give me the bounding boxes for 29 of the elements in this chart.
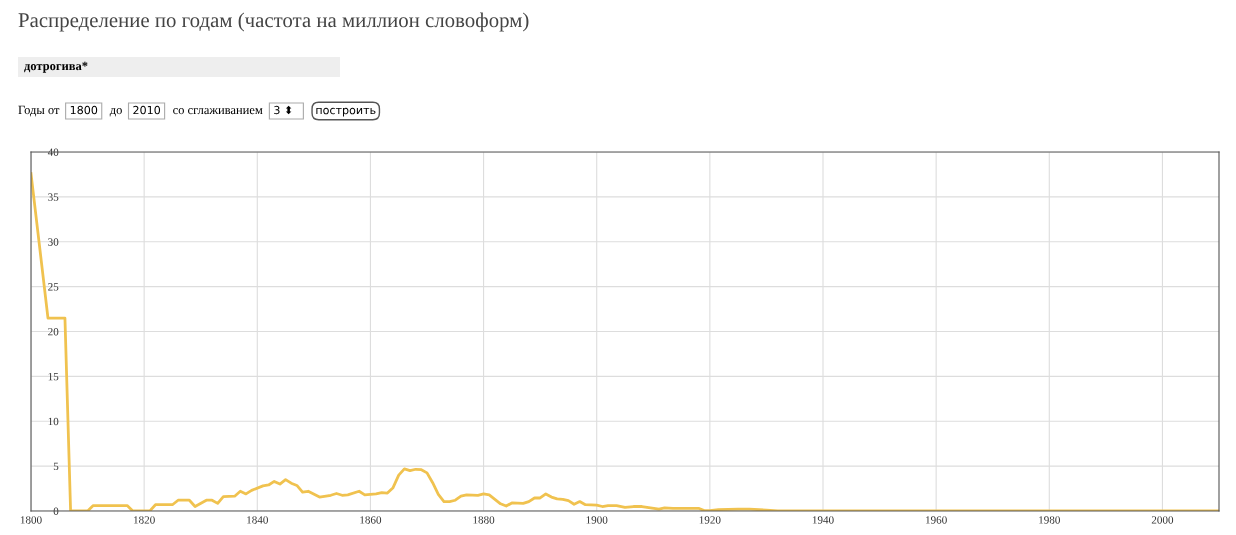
- x-tick-label: 1900: [586, 516, 608, 524]
- x-tick-label: 1980: [1039, 516, 1060, 524]
- y-tick-label: 30: [48, 238, 59, 246]
- x-tick-label: 1820: [134, 516, 155, 524]
- x-tick-label: 1880: [473, 516, 495, 524]
- text: 1800: [70, 105, 98, 115]
- text: 2010: [133, 105, 161, 115]
- text: со сглаживанием: [173, 108, 263, 115]
- y-tick-label: 0: [53, 507, 59, 515]
- x-tick-label: 1920: [699, 516, 721, 524]
- x-tick-label: 1860: [360, 516, 382, 524]
- x-tick-label: 1800: [20, 516, 42, 524]
- y-tick-label: 35: [48, 193, 59, 201]
- y-tick-label: 5: [53, 462, 59, 471]
- text: 3 ⬍: [274, 105, 292, 115]
- text: Годы от: [18, 105, 60, 117]
- y-tick-label: 20: [48, 327, 59, 336]
- x-tick-label: 1960: [926, 516, 947, 524]
- y-tick-label: 40: [47, 148, 59, 156]
- x-tick-label: 2000: [1151, 516, 1174, 524]
- y-tick-label: 10: [48, 417, 59, 426]
- text: до: [109, 108, 122, 117]
- x-tick-label: 1840: [247, 516, 268, 524]
- x-tick-label: 1940: [812, 516, 834, 524]
- chart-subtitle: дотрогива*: [24, 61, 88, 73]
- y-tick-label: 25: [48, 283, 59, 291]
- y-tick-label: 15: [48, 372, 59, 381]
- text: построить: [316, 107, 376, 117]
- chart-title: Распределение по годам (частота на миллион словоформ): [18, 12, 529, 32]
